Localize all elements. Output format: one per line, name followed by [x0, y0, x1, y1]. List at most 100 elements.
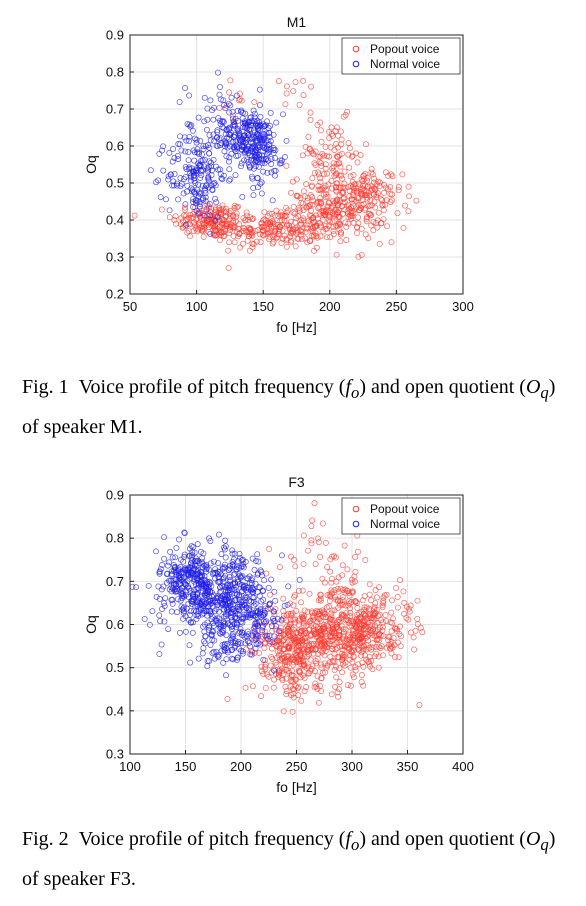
- data-point: [204, 218, 211, 225]
- figure-1-caption: Fig. 1 Voice profile of pitch frequency …: [22, 370, 572, 444]
- data-point: [389, 173, 396, 180]
- data-point: [336, 172, 343, 179]
- data-point: [379, 201, 386, 208]
- data-point: [207, 538, 214, 545]
- data-point: [194, 541, 201, 548]
- data-point: [261, 216, 268, 223]
- data-point: [223, 582, 230, 588]
- data-point: [250, 192, 257, 199]
- data-point: [321, 628, 328, 635]
- data-point: [317, 637, 324, 644]
- data-point: [285, 646, 292, 653]
- data-point: [281, 602, 288, 609]
- data-point: [375, 664, 382, 671]
- data-point: [304, 198, 311, 204]
- data-point: [245, 638, 251, 645]
- data-point: [352, 598, 359, 604]
- data-point: [342, 602, 349, 609]
- data-point: [315, 539, 322, 546]
- data-point: [248, 114, 255, 121]
- data-point: [330, 224, 337, 230]
- data-point: [257, 641, 264, 648]
- data-point: [347, 212, 354, 219]
- data-point: [249, 649, 255, 656]
- data-point: [249, 173, 255, 180]
- data-point: [309, 609, 316, 616]
- data-point: [317, 553, 324, 560]
- data-point: [298, 697, 305, 704]
- data-point: [329, 621, 336, 628]
- data-point: [278, 157, 285, 164]
- data-point: [344, 566, 351, 573]
- data-point: [367, 212, 374, 219]
- data-point: [347, 634, 354, 641]
- data-point: [226, 135, 232, 142]
- data-point: [227, 602, 234, 609]
- data-point: [252, 636, 259, 643]
- data-point: [369, 640, 376, 647]
- data-point: [359, 191, 366, 198]
- data-point: [296, 208, 303, 215]
- data-point: [245, 605, 252, 611]
- data-point: [210, 116, 217, 123]
- data-point: [184, 121, 191, 128]
- data-point: [216, 204, 223, 211]
- x-axis-label: fo [Hz]: [276, 779, 316, 795]
- data-point: [379, 627, 386, 634]
- data-point: [346, 187, 353, 194]
- data-point: [283, 666, 290, 673]
- data-point: [171, 155, 178, 161]
- data-point: [355, 180, 362, 187]
- data-point: [389, 197, 395, 204]
- data-point: [259, 572, 265, 579]
- data-point: [178, 591, 185, 598]
- data-point: [225, 593, 232, 600]
- data-point: [179, 595, 185, 602]
- scatter-chart-f3: 100 150 200 250 300 350 400 0.3 0.4 0.5 0.6 0.7 0.8 0…: [83, 474, 474, 795]
- data-point: [317, 635, 323, 642]
- data-point: [191, 561, 198, 568]
- data-point: [380, 597, 387, 604]
- data-point: [374, 636, 380, 643]
- data-point: [175, 578, 182, 585]
- data-point: [289, 685, 296, 692]
- data-point: [257, 606, 264, 613]
- data-point: [341, 206, 348, 213]
- data-point: [375, 643, 382, 650]
- data-point: [309, 175, 316, 182]
- legend-label: Normal voice: [370, 517, 440, 531]
- data-point: [323, 621, 330, 628]
- data-point: [254, 120, 261, 126]
- series-popout-voice: [131, 77, 420, 271]
- data-point: [328, 178, 335, 184]
- data-point: [214, 129, 221, 136]
- data-point: [195, 210, 202, 217]
- data-point: [405, 616, 412, 623]
- data-point: [216, 237, 223, 244]
- data-point: [273, 119, 280, 126]
- data-point: [187, 170, 194, 177]
- data-point: [318, 200, 325, 207]
- data-point: [342, 112, 349, 118]
- data-point: [269, 197, 276, 204]
- data-point: [218, 229, 225, 236]
- data-point: [231, 550, 238, 557]
- data-point: [297, 630, 304, 637]
- data-point: [254, 131, 260, 138]
- data-point: [169, 577, 176, 584]
- y-tick-label: 0.6: [106, 617, 124, 632]
- data-point: [248, 598, 254, 605]
- data-point: [213, 570, 220, 576]
- data-point: [260, 232, 267, 239]
- data-point: [258, 179, 265, 186]
- data-point: [361, 593, 368, 600]
- data-point: [331, 607, 338, 614]
- data-point: [330, 231, 337, 238]
- data-point: [229, 115, 236, 122]
- data-point: [159, 147, 166, 154]
- data-point: [251, 156, 258, 163]
- data-point: [355, 615, 362, 622]
- data-point: [312, 162, 319, 168]
- data-point: [366, 581, 373, 588]
- caption-sub-q: q: [540, 383, 549, 402]
